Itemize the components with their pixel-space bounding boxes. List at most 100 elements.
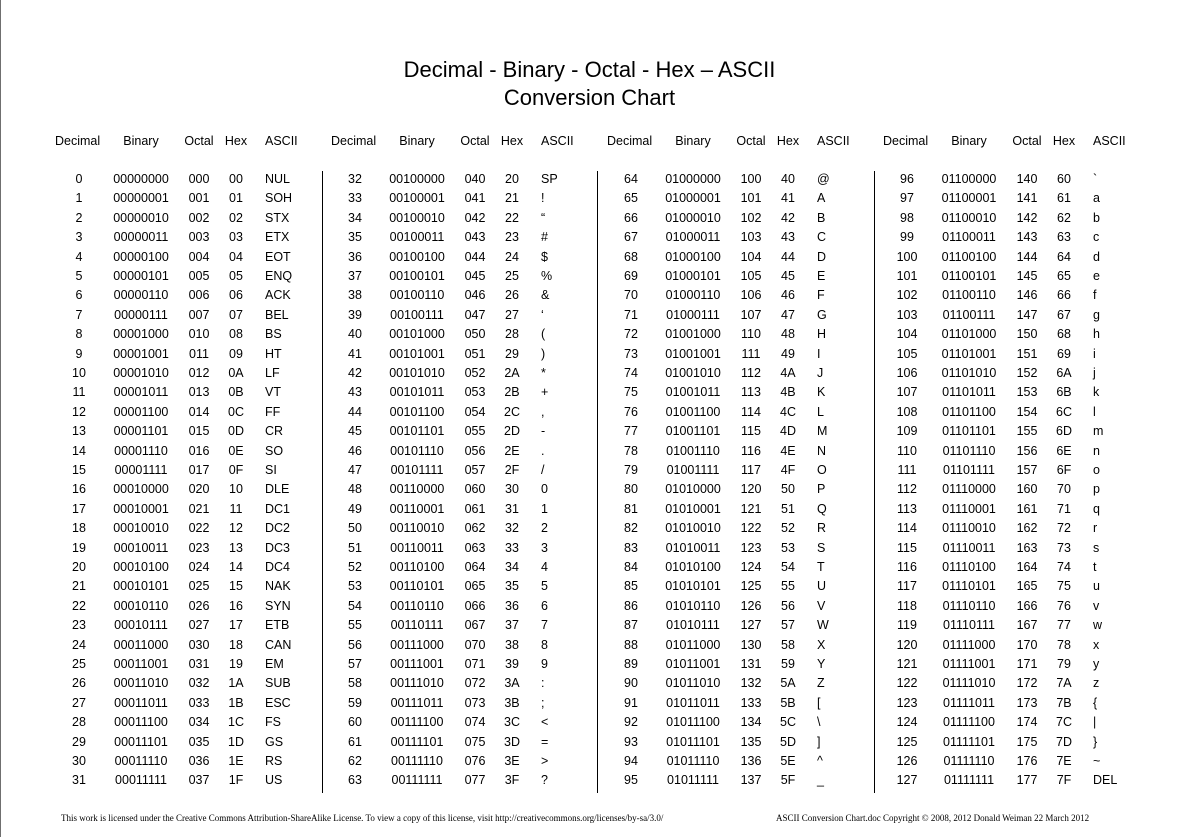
ascii-cell: | [1093,715,1097,730]
decimal-cell: 8 [75,327,83,342]
binary-cell: 00011000 [113,637,169,652]
hex-cell: 62 [1057,210,1071,225]
ascii-cell: ) [541,346,546,361]
octal-cell: 012 [188,366,210,380]
binary-cell: 00111100 [390,715,444,730]
binary-cell: 00011100 [114,715,168,730]
decimal-cell: 61 [348,734,362,749]
hex-cell: 15 [229,579,243,594]
ascii-cell: o [1093,463,1100,477]
decimal-cell: 20 [72,560,86,574]
octal-cell: 122 [740,521,762,536]
octal-cell: 134 [740,715,762,730]
decimal-cell: 110 [897,443,917,458]
ascii-cell: 0 [541,482,548,497]
ascii-cell: e [1093,269,1100,283]
hex-cell: 39 [505,657,519,671]
ascii-cell: p [1093,482,1100,497]
binary-cell: 01010011 [665,540,721,555]
octal-cell: 162 [1016,521,1038,536]
hex-cell: 59 [781,657,795,671]
ascii-cell: G [817,307,827,322]
decimal-cell: 49 [348,501,362,516]
binary-cell: 01101100 [942,404,996,419]
ascii-cell: N [817,443,827,458]
binary-cell: 01110011 [942,540,996,555]
column-divider [322,171,323,793]
ascii-cell: f [1093,288,1097,303]
binary-cell: 00001011 [113,385,169,400]
hex-cell: 23 [505,230,519,245]
ascii-cell: + [541,385,549,400]
column-header-octal: Octal [184,134,214,148]
ascii-cell: CAN [265,637,292,652]
octal-cell: 001 [188,191,210,206]
octal-cell: 025 [188,579,210,594]
binary-cell: 01000011 [665,230,721,245]
binary-cell: 00000000 [113,172,169,186]
octal-cell: 003 [188,230,210,245]
hex-cell: 6A [1056,366,1072,380]
binary-cell: 01010110 [665,598,721,613]
ascii-cell: g [1093,307,1100,322]
table-row: 54 00110110 066 36 6 [331,597,601,616]
octal-cell: 066 [464,598,486,613]
column-header-octal: Octal [736,134,766,148]
decimal-cell: 120 [896,637,918,652]
decimal-cell: 94 [624,754,638,768]
document-info: ASCII Conversion Chart.doc Copyright © 2… [776,813,1090,823]
octal-cell: 035 [188,734,210,749]
octal-cell: 034 [188,715,210,730]
decimal-cell: 42 [348,366,362,380]
octal-cell: 002 [188,210,210,225]
decimal-cell: 109 [896,424,918,439]
table-row: 14 00001110 016 0E SO [55,442,325,461]
hex-cell: 4F [780,463,796,477]
decimal-cell: 80 [624,482,638,497]
hex-cell: 7F [1056,773,1072,788]
decimal-cell: 53 [348,579,362,594]
ascii-cell: “ [541,210,546,225]
binary-cell: 01111001 [942,657,996,671]
binary-cell: 01110111 [943,618,995,633]
binary-cell: 01110101 [942,579,996,594]
binary-cell: 00000001 [113,191,169,206]
ascii-cell: - [541,424,546,439]
table-row: 112 01110000 160 70 p [883,480,1153,499]
table-row: 3 00000011 003 03 ETX [55,228,325,247]
decimal-cell: 36 [348,249,362,264]
decimal-cell: 95 [624,773,638,788]
ascii-cell: Z [817,676,825,691]
ascii-cell: n [1093,443,1100,458]
ascii-cell: b [1093,210,1100,225]
ascii-cell: 1 [541,501,548,516]
octal-cell: 177 [1016,773,1038,788]
binary-cell: 01100011 [942,230,996,245]
ascii-cell: 4 [541,560,548,574]
table-row: 78 01001110 116 4E N [607,442,877,461]
decimal-cell: 77 [624,424,638,439]
hex-cell: 5B [780,695,796,710]
binary-cell: 01000010 [665,210,721,225]
table-row: 53 00110101 065 35 5 [331,577,601,596]
binary-cell: 01100101 [941,269,997,283]
hex-cell: 7B [1056,695,1072,710]
ascii-cell: ESC [265,695,291,710]
octal-cell: 052 [464,366,486,380]
table-row: 18 00010010 022 12 DC2 [55,519,325,538]
table-row: 74 01001010 112 4A J [607,364,877,383]
hex-cell: 05 [229,269,243,283]
ascii-cell: P [817,482,826,497]
decimal-cell: 102 [896,288,918,303]
ascii-cell: DC1 [265,501,291,516]
ascii-cell: ! [541,191,545,206]
octal-cell: 174 [1016,715,1038,730]
ascii-cell: DC4 [265,560,291,574]
ascii-cell: d [1093,249,1100,264]
table-row: 43 00101011 053 2B + [331,383,601,402]
table-row: 106 01101010 152 6A j [883,364,1153,383]
ascii-cell: v [1093,598,1100,613]
ascii-cell: { [1093,695,1098,710]
octal-cell: 054 [464,404,486,419]
decimal-cell: 125 [896,734,918,749]
